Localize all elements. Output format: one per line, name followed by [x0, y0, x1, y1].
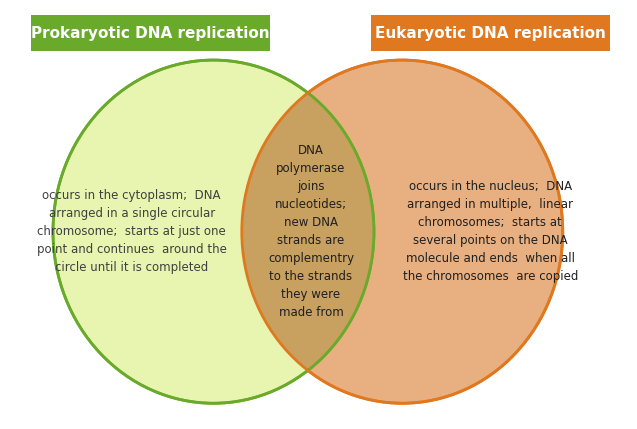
Text: Prokaryotic DNA replication: Prokaryotic DNA replication	[31, 26, 270, 41]
FancyBboxPatch shape	[31, 15, 270, 51]
Ellipse shape	[53, 60, 374, 403]
Text: Eukaryotic DNA replication: Eukaryotic DNA replication	[375, 26, 606, 41]
FancyBboxPatch shape	[371, 15, 610, 51]
Text: DNA
polymerase
joins
nucleotides;
new DNA
strands are
complementry
to the strand: DNA polymerase joins nucleotides; new DN…	[268, 144, 354, 319]
Text: occurs in the cytoplasm;  DNA
arranged in a single circular
chromosome;  starts : occurs in the cytoplasm; DNA arranged in…	[37, 189, 227, 274]
Text: occurs in the nucleus;  DNA
arranged in multiple,  linear
chromosomes;  starts a: occurs in the nucleus; DNA arranged in m…	[403, 180, 578, 283]
Ellipse shape	[53, 60, 374, 403]
Ellipse shape	[242, 60, 562, 403]
Ellipse shape	[242, 60, 562, 403]
